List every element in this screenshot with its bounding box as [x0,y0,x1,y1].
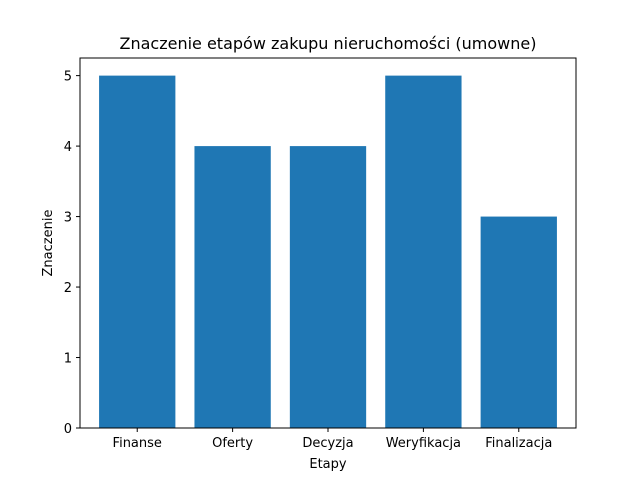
y-tick-label: 5 [64,70,72,85]
plot-area: Finanse Oferty Decyzja Weryfikacja Finalizac… [64,57,577,451]
bar-finanse [99,75,176,428]
y-tick-label: 0 [64,422,72,437]
y-tick-label: 1 [64,352,72,367]
x-axis-label: Etapy [309,457,347,472]
x-tick-label: Finanse [113,436,162,451]
bar-weryfikacja [385,75,462,428]
y-tick-label: 4 [64,140,72,155]
y-tick-label: 3 [64,211,72,226]
y-tick-label: 2 [64,281,72,296]
y-axis-label: Znaczenie [41,210,56,277]
bar-finalizacja [480,216,557,428]
chart-title: Znaczenie etapów zakupu nieruchomości (u… [120,34,537,53]
x-tick-label: Decyzja [302,436,353,451]
x-tick-label: Weryfikacja [386,436,461,451]
x-tick-label: Finalizacja [485,436,552,451]
bar-decyzja [289,146,367,428]
bar-oferty [194,146,271,428]
x-tick-label: Oferty [212,436,253,451]
